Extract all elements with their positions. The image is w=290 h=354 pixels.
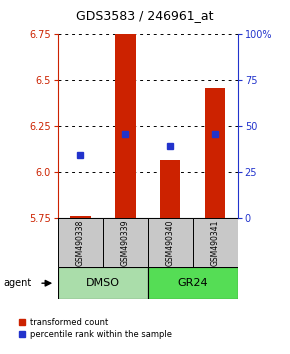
Bar	[58, 218, 103, 267]
Bar	[148, 267, 238, 299]
Bar	[103, 218, 148, 267]
Bar	[148, 218, 193, 267]
Bar	[193, 218, 238, 267]
Bar	[58, 267, 148, 299]
Bar	[205, 88, 225, 218]
Legend: transformed count, percentile rank within the sample: transformed count, percentile rank withi…	[19, 318, 171, 339]
Text: GSM490341: GSM490341	[211, 219, 220, 266]
Bar	[70, 216, 90, 218]
Text: GSM490340: GSM490340	[166, 219, 175, 266]
Bar	[115, 34, 135, 218]
Bar	[160, 160, 180, 218]
Text: GSM490338: GSM490338	[76, 219, 85, 266]
Text: agent: agent	[3, 278, 31, 288]
Text: GDS3583 / 246961_at: GDS3583 / 246961_at	[76, 10, 214, 22]
Text: DMSO: DMSO	[86, 278, 120, 288]
Text: GR24: GR24	[177, 278, 208, 288]
Text: GSM490339: GSM490339	[121, 219, 130, 266]
